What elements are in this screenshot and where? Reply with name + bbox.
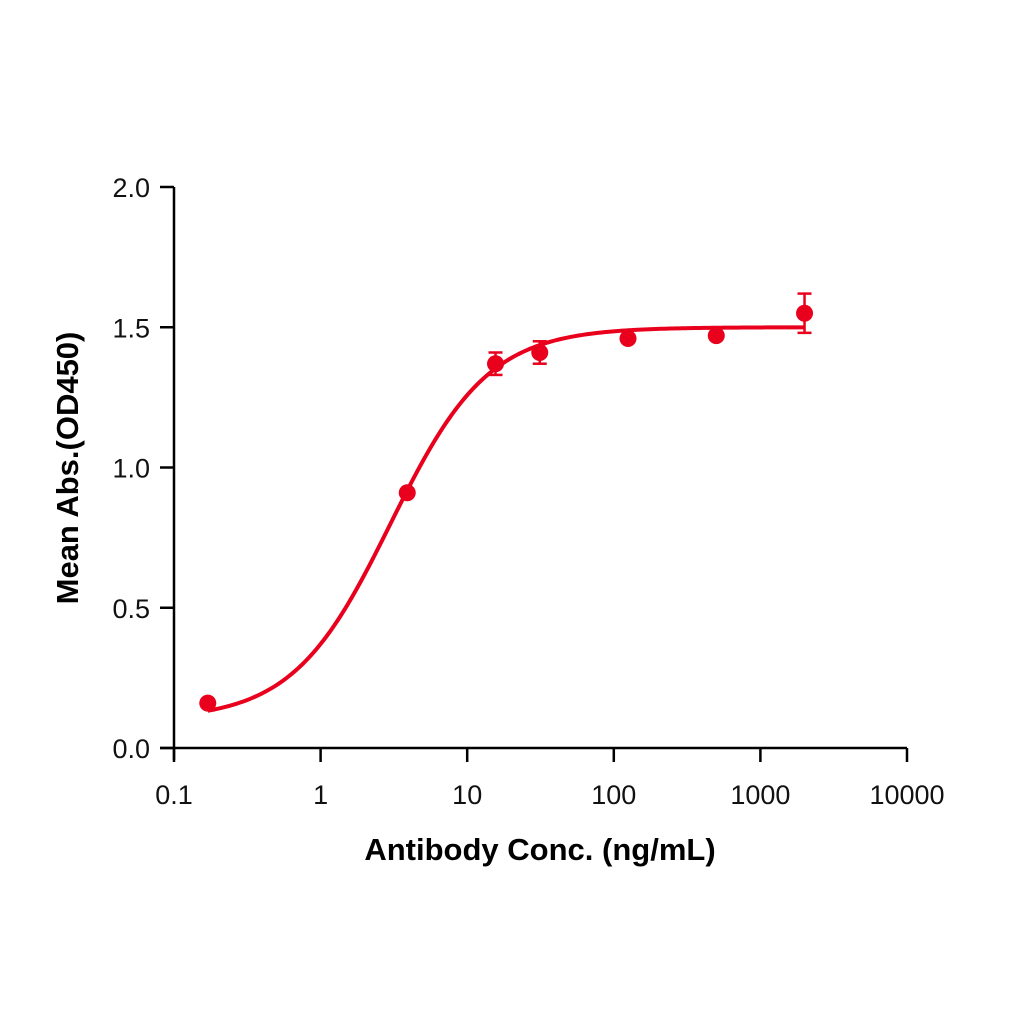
x-tick-label: 10000 [869,780,944,810]
y-tick-label: 0.5 [112,594,150,624]
data-point [531,343,549,361]
x-axis: 0.1 1 10 100 1000 10000 [155,746,945,810]
data-point [199,694,217,712]
y-tick-label: 1.5 [112,313,150,343]
data-point [398,484,416,502]
y-tick-label: 0.0 [112,734,150,764]
y-tick-label: 1.0 [112,454,150,484]
y-axis-title: Mean Abs.(OD450) [50,332,85,605]
data-point [796,304,814,322]
x-tick-label: 1 [313,780,328,810]
y-tick-label: 2.0 [112,173,150,203]
data-points [199,292,814,712]
data-point [487,355,505,373]
x-tick-label: 0.1 [155,780,193,810]
fit-line [207,325,805,713]
x-tick-label: 100 [591,780,636,810]
x-tick-label: 10 [452,780,482,810]
data-point [619,329,637,347]
x-axis-title: Antibody Conc. (ng/mL) [364,832,715,867]
x-tick-label: 1000 [730,780,790,810]
fit-curve [207,325,805,713]
data-point [707,327,725,345]
y-axis: 0.0 0.5 1.0 1.5 2.0 [112,173,176,764]
